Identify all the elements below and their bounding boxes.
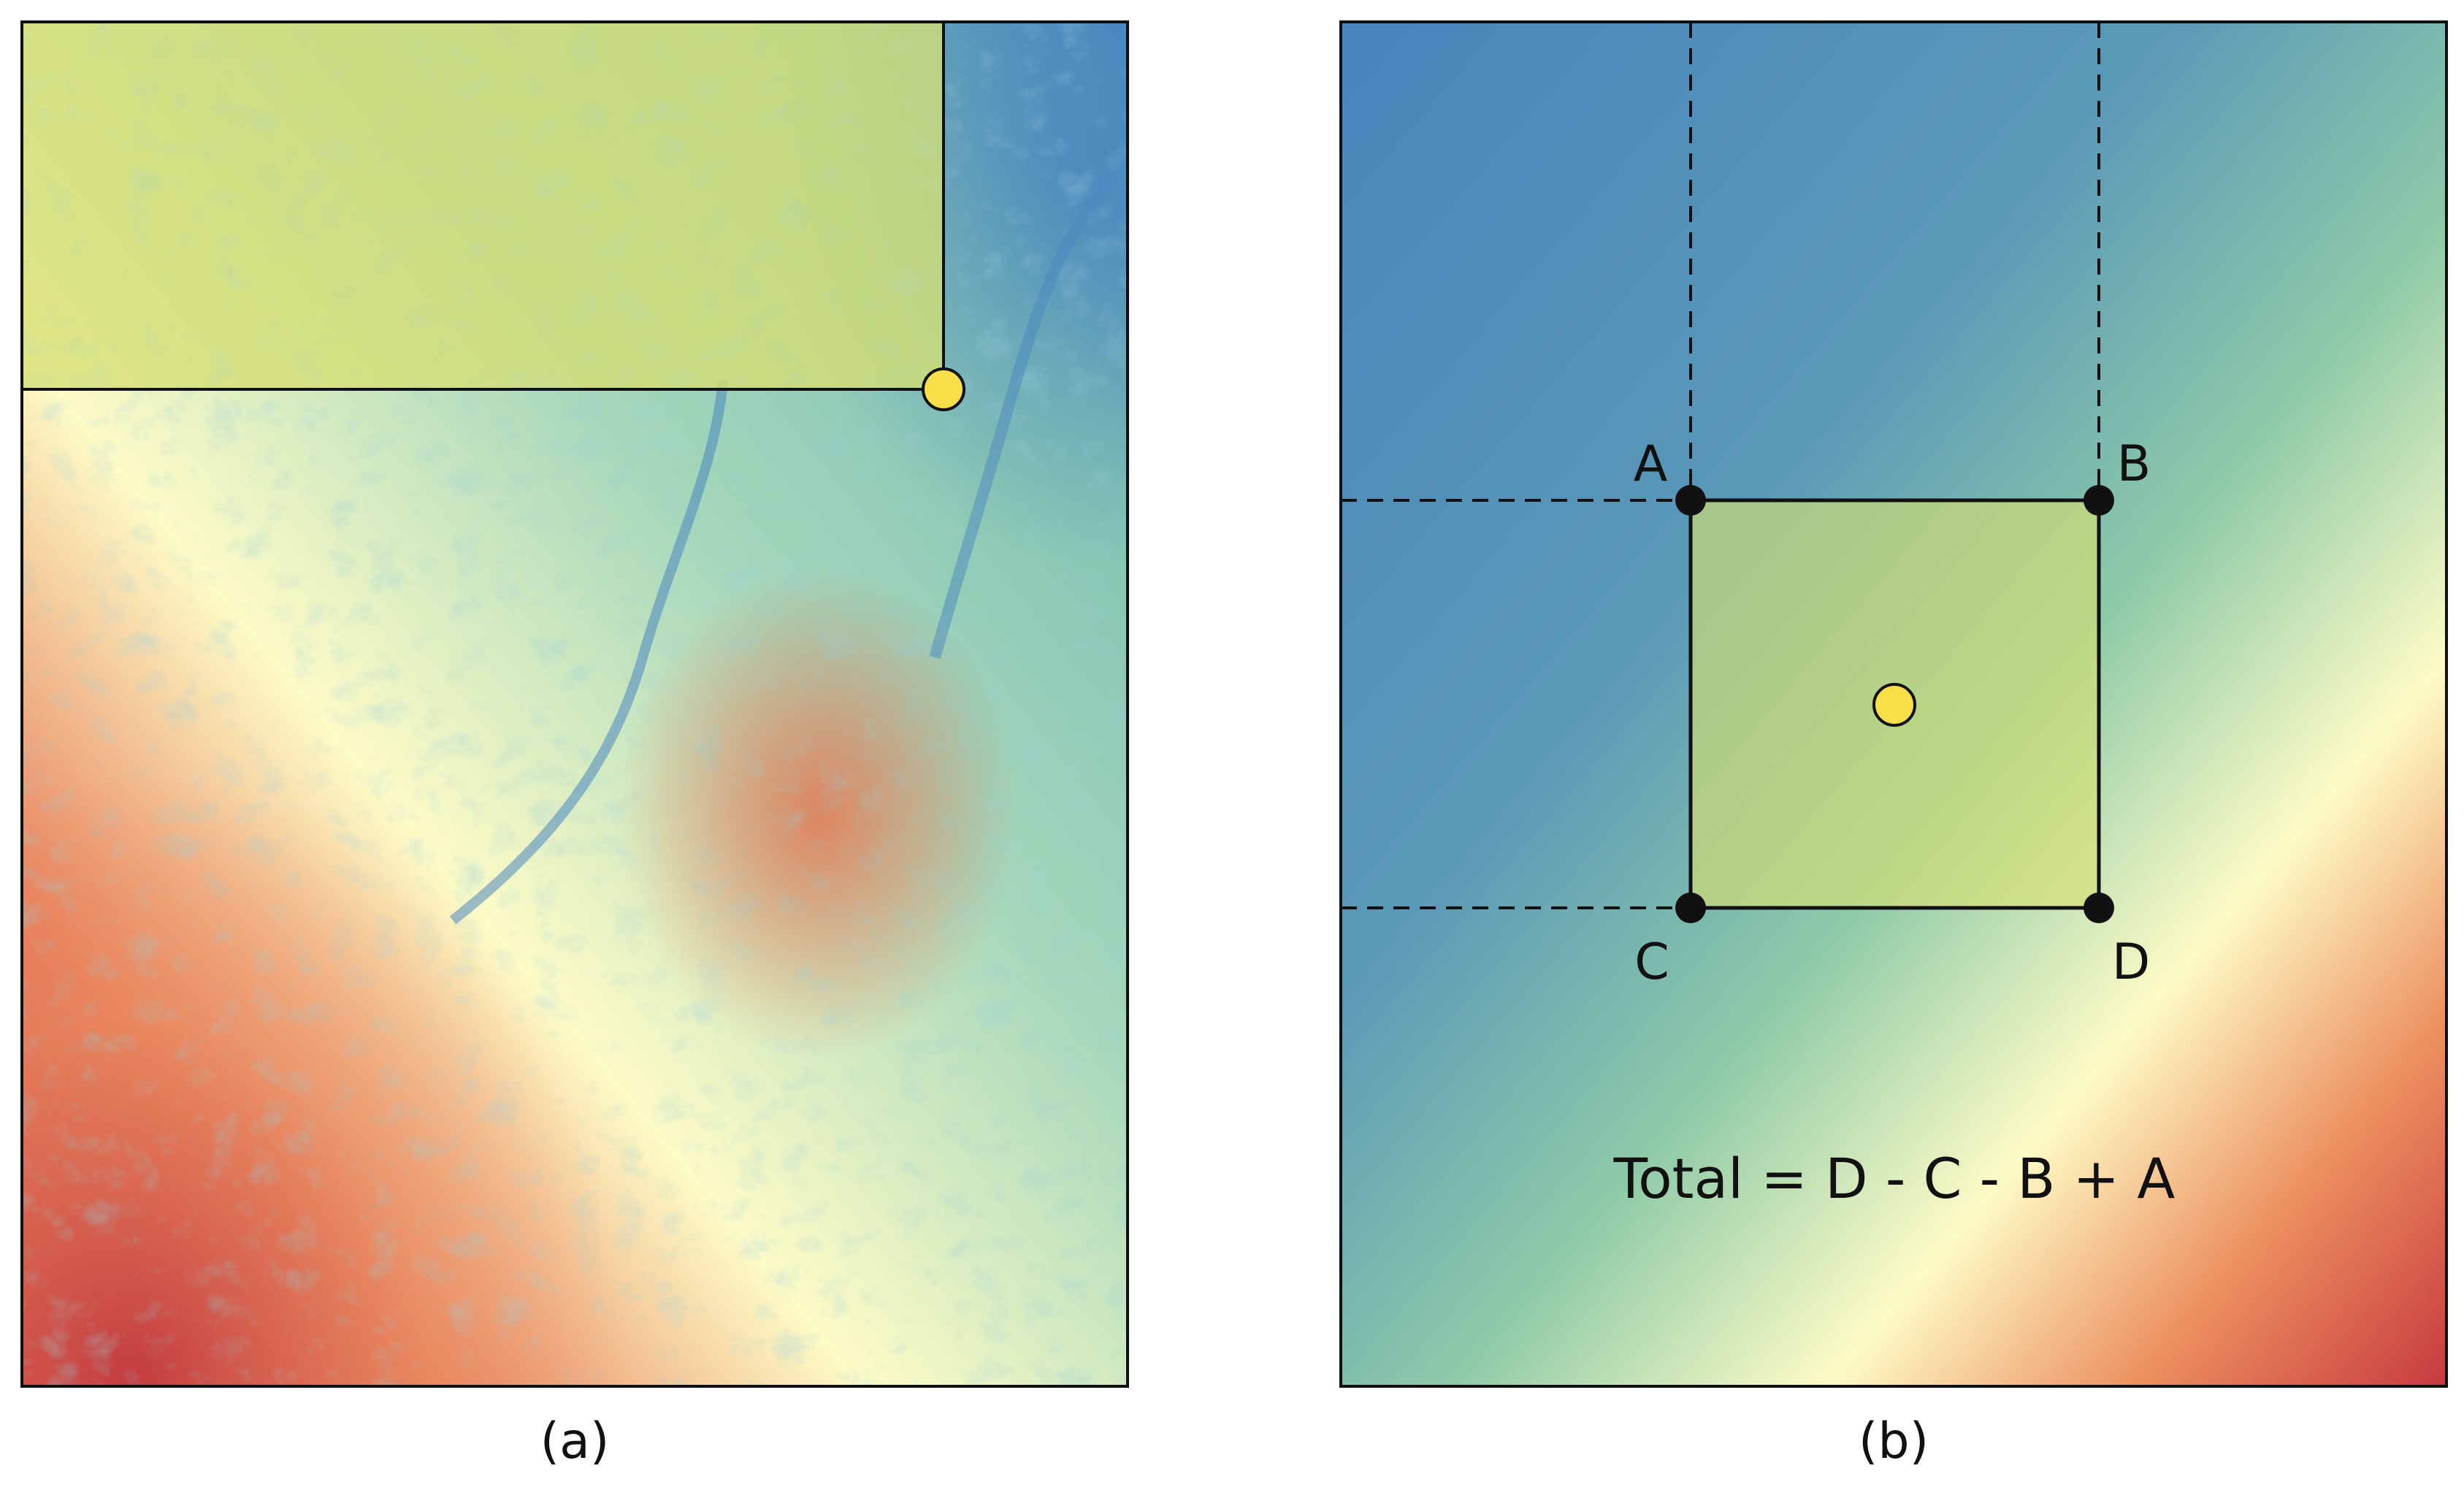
river-channel (449, 379, 728, 925)
label-d: D (2112, 933, 2150, 991)
corner-point-a (1675, 485, 1706, 516)
corner-point-d (2084, 893, 2114, 923)
panel-b-frame (1339, 20, 2448, 1388)
panel-a-frame (20, 20, 1129, 1388)
corner-point-c (1675, 893, 1706, 923)
label-b: B (2117, 435, 2151, 493)
label-c: C (1634, 933, 1669, 991)
dashed-guides (1341, 22, 2100, 909)
panel-b-caption: (b) (1859, 1413, 1929, 1470)
query-center-marker (1872, 683, 1916, 727)
river-channel-east (929, 163, 1128, 660)
panel-a (22, 22, 1128, 1386)
query-point-marker (922, 367, 965, 411)
label-a: A (1634, 435, 1668, 493)
corner-point-b (2084, 485, 2114, 516)
panel-a-caption: (a) (540, 1413, 610, 1470)
summed-area-texture (22, 22, 944, 389)
summed-area-formula: Total = D - C - B + A (1613, 1146, 2176, 1211)
